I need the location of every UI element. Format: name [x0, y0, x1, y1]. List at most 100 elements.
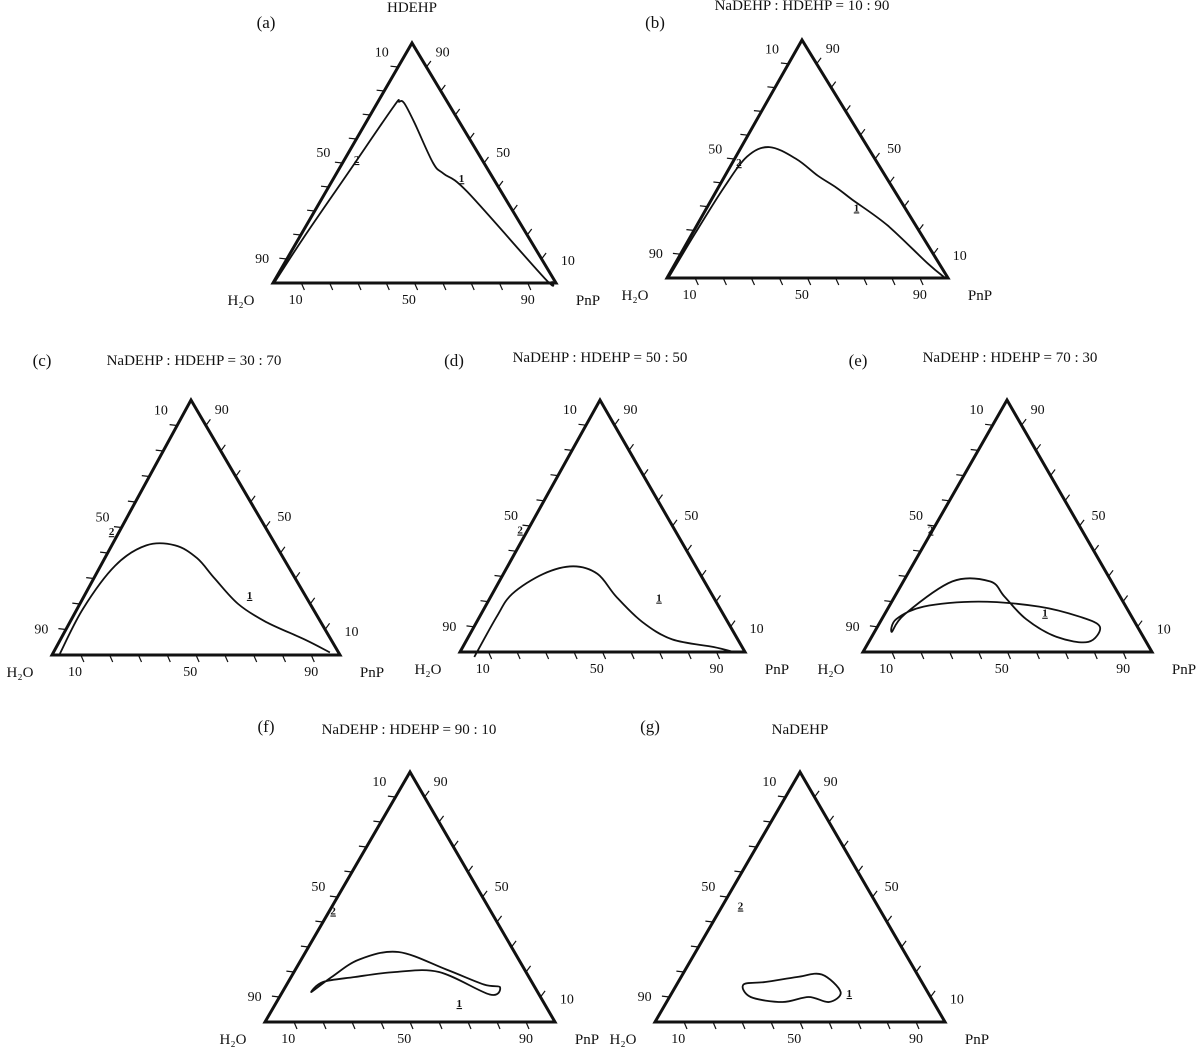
axis-tick	[889, 176, 895, 184]
axis-tick	[726, 157, 735, 160]
axis-tick	[1021, 418, 1027, 426]
region-label-2: 2	[354, 154, 360, 166]
axis-tick	[480, 600, 489, 603]
panel-letter-a: (a)	[257, 13, 276, 32]
axis-tick	[978, 651, 983, 660]
axis-tick	[344, 870, 353, 873]
right-axis-label-90: 90	[215, 403, 229, 418]
corner-label-pnp: PnP	[576, 293, 600, 309]
axis-tick	[956, 474, 964, 477]
bottom-axis-label-50: 50	[590, 662, 604, 677]
left-axis-label-90: 90	[442, 620, 456, 635]
bottom-axis-label-10: 10	[281, 1032, 295, 1047]
axis-tick	[141, 475, 150, 478]
axis-tick	[541, 252, 547, 260]
panel-letter-b: (b)	[645, 13, 665, 32]
axis-tick	[913, 549, 921, 552]
axis-tick	[845, 105, 851, 112]
axis-tick	[1093, 651, 1098, 660]
axis-tick	[540, 990, 546, 998]
axis-tick	[970, 448, 979, 451]
axis-tick	[564, 448, 573, 451]
axis-tick	[658, 651, 664, 660]
axis-tick	[777, 795, 786, 798]
axis-tick	[307, 209, 315, 212]
axis-tick	[683, 1021, 688, 1030]
corner-label-h2o: H₂O	[622, 288, 649, 304]
corner-label-pnp: PnP	[1172, 662, 1196, 678]
axis-tick	[705, 920, 714, 923]
phase-boundary-c	[59, 542, 331, 655]
axis-tick	[898, 574, 907, 577]
region-label-1: 1	[247, 590, 253, 602]
region-label-1: 1	[656, 593, 662, 605]
panel-title-d: NaDEHP : HDEHP = 50 : 50	[513, 350, 688, 366]
region-label-2: 2	[736, 157, 742, 169]
bottom-axis-label-90: 90	[519, 1032, 533, 1047]
axis-tick	[863, 277, 868, 286]
axis-tick	[830, 81, 837, 88]
axis-tick	[903, 200, 910, 207]
axis-tick	[672, 519, 678, 527]
region-label-1: 1	[854, 202, 860, 214]
axis-tick	[100, 551, 108, 554]
axis-tick	[701, 569, 707, 577]
axis-tick	[1108, 569, 1114, 577]
left-axis-label-90: 90	[846, 620, 860, 635]
left-axis-label-10: 10	[563, 403, 577, 418]
axis-tick	[271, 995, 280, 998]
right-axis-label-10: 10	[953, 249, 967, 264]
axis-tick	[741, 1021, 746, 1030]
corner-label-h2o: H₂O	[7, 665, 34, 681]
right-axis-label-50: 50	[495, 880, 509, 895]
axis-tick	[828, 1021, 833, 1030]
axis-tick	[676, 970, 685, 973]
axis-tick	[387, 795, 396, 798]
axis-tick	[373, 820, 382, 823]
bottom-axis-label-50: 50	[397, 1032, 411, 1047]
axis-tick	[1035, 443, 1042, 451]
axis-tick	[694, 277, 699, 286]
panel-letter-c: (c)	[33, 351, 52, 370]
corner-label-pnp: PnP	[575, 1032, 599, 1048]
axis-tick	[440, 84, 446, 92]
axis-tick	[358, 845, 367, 848]
axis-tick	[891, 277, 896, 286]
axis-tick	[438, 815, 445, 823]
axis-tick	[494, 574, 503, 577]
left-axis-label-50: 50	[701, 880, 715, 895]
right-axis-label-50: 50	[277, 510, 291, 525]
axis-tick	[235, 469, 241, 477]
right-axis-label-50: 50	[1092, 509, 1106, 524]
axis-tick	[550, 474, 559, 477]
axis-tick	[874, 152, 880, 160]
region-label-1: 1	[457, 998, 463, 1010]
region-label-1: 1	[847, 988, 853, 1000]
axis-tick	[454, 108, 461, 116]
axis-tick	[300, 945, 309, 948]
axis-tick	[511, 940, 517, 948]
axis-tick	[522, 524, 531, 527]
axis-tick	[919, 277, 924, 286]
axis-tick	[166, 654, 171, 663]
axis-tick	[930, 990, 936, 998]
region-label-2: 2	[738, 901, 744, 913]
axis-tick	[763, 820, 772, 823]
axis-tick	[770, 1021, 775, 1030]
axis-tick	[1137, 620, 1143, 628]
bottom-axis-label-50: 50	[795, 288, 809, 303]
axis-tick	[816, 57, 822, 65]
axis-tick	[487, 651, 493, 660]
left-axis-label-50: 50	[504, 509, 518, 524]
axis-tick	[712, 1021, 717, 1030]
axis-tick	[601, 651, 607, 660]
axis-tick	[643, 469, 649, 476]
axis-tick	[425, 60, 432, 68]
axis-tick	[497, 180, 504, 188]
axis-tick	[453, 840, 459, 848]
axis-tick	[715, 595, 721, 602]
bottom-axis-label-90: 90	[304, 665, 318, 680]
left-axis-label-10: 10	[154, 403, 168, 418]
axis-tick	[72, 602, 80, 605]
